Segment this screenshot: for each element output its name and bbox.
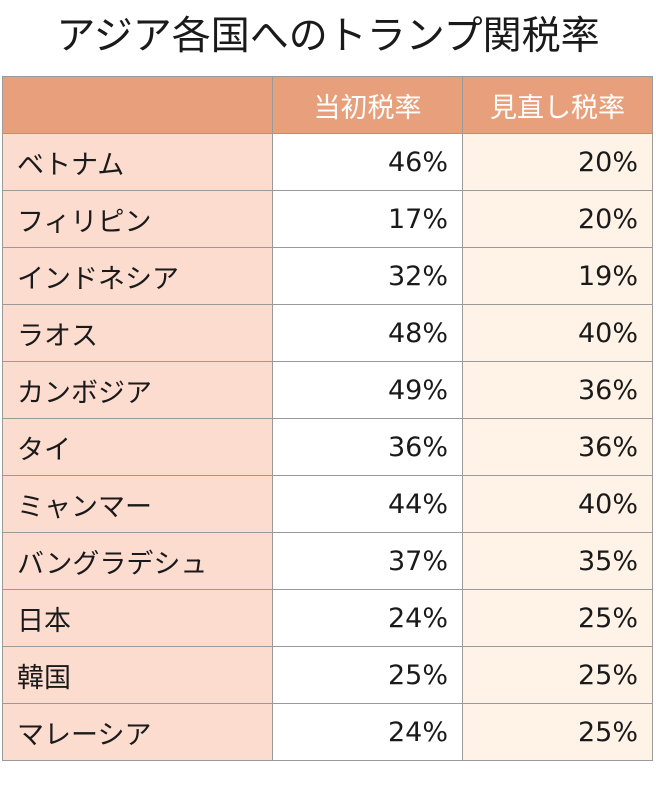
table-row: タイ 36% 36% bbox=[2, 418, 653, 476]
country-cell: ミャンマー bbox=[2, 475, 273, 533]
header-country bbox=[2, 76, 273, 134]
initial-rate-cell: 49% bbox=[272, 361, 463, 419]
revised-rate-cell: 19% bbox=[462, 247, 653, 305]
revised-rate-cell: 40% bbox=[462, 475, 653, 533]
initial-rate-cell: 24% bbox=[272, 589, 463, 647]
country-cell: カンボジア bbox=[2, 361, 273, 419]
revised-rate-cell: 25% bbox=[462, 589, 653, 647]
table-body: ベトナム 46% 20% フィリピン 17% 20% インドネシア 32% 19% ラオス 48% 4… bbox=[2, 133, 653, 761]
initial-rate-cell: 25% bbox=[272, 646, 463, 704]
header-initial-rate: 当初税率 bbox=[272, 76, 463, 134]
country-cell: マレーシア bbox=[2, 703, 273, 761]
country-cell: インドネシア bbox=[2, 247, 273, 305]
initial-rate-cell: 32% bbox=[272, 247, 463, 305]
country-cell: ベトナム bbox=[2, 133, 273, 191]
initial-rate-cell: 36% bbox=[272, 418, 463, 476]
revised-rate-cell: 36% bbox=[462, 418, 653, 476]
country-cell: バングラデシュ bbox=[2, 532, 273, 590]
revised-rate-cell: 40% bbox=[462, 304, 653, 362]
table-row: 日本 24% 25% bbox=[2, 589, 653, 647]
header-revised-rate: 見直し税率 bbox=[462, 76, 653, 134]
tariff-table: 当初税率 見直し税率 ベトナム 46% 20% フィリピン 17% 20% インドネシア 32… bbox=[2, 76, 653, 761]
initial-rate-cell: 24% bbox=[272, 703, 463, 761]
revised-rate-cell: 36% bbox=[462, 361, 653, 419]
table-row: ベトナム 46% 20% bbox=[2, 133, 653, 191]
country-cell: 日本 bbox=[2, 589, 273, 647]
revised-rate-cell: 25% bbox=[462, 703, 653, 761]
initial-rate-cell: 48% bbox=[272, 304, 463, 362]
revised-rate-cell: 25% bbox=[462, 646, 653, 704]
table-row: 韓国 25% 25% bbox=[2, 646, 653, 704]
chart-title: アジア各国へのトランプ関税率 bbox=[56, 14, 600, 59]
initial-rate-cell: 17% bbox=[272, 190, 463, 248]
country-cell: タイ bbox=[2, 418, 273, 476]
table-row: フィリピン 17% 20% bbox=[2, 190, 653, 248]
revised-rate-cell: 20% bbox=[462, 133, 653, 191]
table-row: ラオス 48% 40% bbox=[2, 304, 653, 362]
initial-rate-cell: 44% bbox=[272, 475, 463, 533]
table-row: カンボジア 49% 36% bbox=[2, 361, 653, 419]
country-cell: 韓国 bbox=[2, 646, 273, 704]
table-row: バングラデシュ 37% 35% bbox=[2, 532, 653, 590]
country-cell: フィリピン bbox=[2, 190, 273, 248]
table-header-row: 当初税率 見直し税率 bbox=[2, 76, 653, 134]
revised-rate-cell: 20% bbox=[462, 190, 653, 248]
table-row: マレーシア 24% 25% bbox=[2, 703, 653, 761]
country-cell: ラオス bbox=[2, 304, 273, 362]
initial-rate-cell: 37% bbox=[272, 532, 463, 590]
table-row: ミャンマー 44% 40% bbox=[2, 475, 653, 533]
revised-rate-cell: 35% bbox=[462, 532, 653, 590]
initial-rate-cell: 46% bbox=[272, 133, 463, 191]
table-row: インドネシア 32% 19% bbox=[2, 247, 653, 305]
